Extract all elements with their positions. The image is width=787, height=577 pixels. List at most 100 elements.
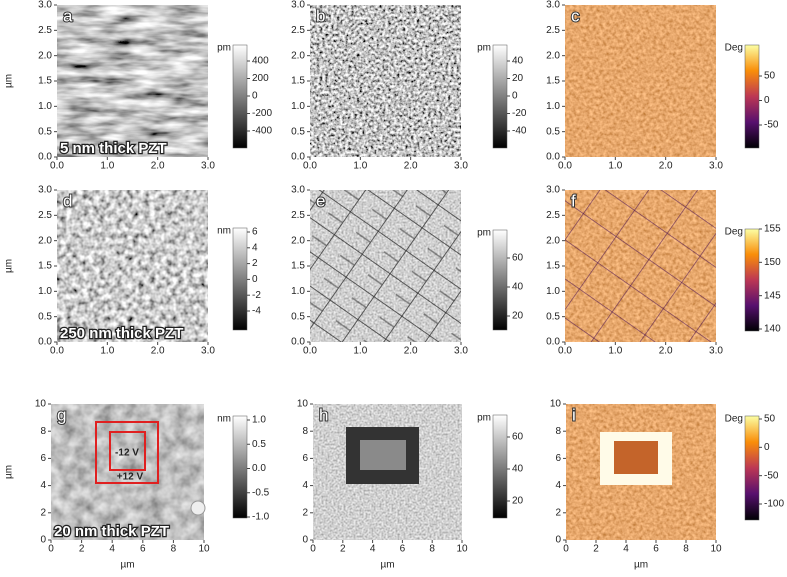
afm-image bbox=[51, 404, 204, 540]
x-tick-label: 4 bbox=[109, 544, 115, 555]
colorbar bbox=[492, 229, 508, 331]
colorbar-unit: pm bbox=[477, 228, 491, 239]
x-tick-label: 8 bbox=[683, 544, 689, 555]
y-tick-label: 2.0 bbox=[38, 235, 52, 246]
colorbar-tick-label: 145 bbox=[764, 290, 781, 301]
colorbar-tick-label: 0 bbox=[512, 91, 518, 102]
panel-letter: g bbox=[57, 405, 66, 424]
panel-letter: b bbox=[316, 6, 325, 25]
colorbar-unit: Deg bbox=[725, 414, 743, 425]
y-tick-label: 0.5 bbox=[291, 311, 305, 322]
x-tick-label: 0.0 bbox=[50, 346, 64, 357]
x-tick-label: 8 bbox=[171, 544, 177, 555]
y-tick-label: 3.0 bbox=[291, 0, 305, 11]
panel: f 0.0 1.0 2.0 3.0 0.0 0.5 1.0 1.5 2.0 2.5 3.0 Deg 155… bbox=[546, 185, 781, 357]
colorbar-tick-label: 40 bbox=[512, 464, 524, 475]
y-tick-label: 0 bbox=[302, 535, 308, 546]
y-tick-label: 1.5 bbox=[546, 76, 560, 87]
y-tick-label: 2.0 bbox=[546, 235, 560, 246]
x-tick-label: 2 bbox=[79, 544, 85, 555]
x-tick-label: 1.0 bbox=[100, 346, 114, 357]
panel-letter: h bbox=[319, 405, 328, 424]
colorbar bbox=[232, 44, 248, 149]
voltage-label: +12 V bbox=[117, 472, 144, 483]
afm-image bbox=[57, 190, 208, 342]
domain-pattern bbox=[310, 190, 461, 342]
x-tick-label: 1.0 bbox=[608, 161, 622, 172]
colorbar-tick-label: 0 bbox=[252, 91, 258, 102]
y-tick-label: 0 bbox=[40, 535, 46, 546]
y-tick-label: 6 bbox=[40, 453, 46, 464]
caption: 5 nm thick PZT bbox=[60, 140, 167, 157]
x-tick-label: 2.0 bbox=[659, 346, 673, 357]
x-tick-label: 6 bbox=[400, 544, 406, 555]
colorbar-tick-label: 60 bbox=[512, 253, 524, 264]
y-tick-label: 2.0 bbox=[291, 50, 305, 61]
y-tick-label: 0 bbox=[555, 535, 561, 546]
y-tick-label: 1.5 bbox=[291, 261, 305, 272]
x-tick-label: 10 bbox=[198, 544, 210, 555]
y-tick-label: 1.0 bbox=[38, 101, 52, 112]
colorbar-tick-label: 50 bbox=[764, 71, 776, 82]
x-tick-label: 0.0 bbox=[558, 346, 572, 357]
y-tick-label: 2 bbox=[40, 507, 46, 518]
colorbar-tick-label: 20 bbox=[512, 73, 524, 84]
afm-image bbox=[57, 5, 208, 157]
panel-letter: a bbox=[63, 6, 73, 25]
y-tick-label: 0.0 bbox=[38, 337, 52, 348]
y-tick-label: 1.0 bbox=[546, 286, 560, 297]
y-tick-label: 2 bbox=[555, 507, 561, 518]
y-tick-label: 0.0 bbox=[291, 152, 305, 163]
y-tick-label: 0.5 bbox=[38, 311, 52, 322]
x-axis-label: µm bbox=[380, 560, 394, 571]
voltage-label: -12 V bbox=[115, 448, 139, 459]
y-tick-label: 2.5 bbox=[546, 25, 560, 36]
x-tick-label: 1.0 bbox=[353, 346, 367, 357]
x-tick-label: 3.0 bbox=[709, 346, 723, 357]
colorbar-tick-label: -2 bbox=[252, 290, 261, 301]
y-tick-label: 1.0 bbox=[546, 101, 560, 112]
y-tick-label: 0.5 bbox=[546, 311, 560, 322]
x-tick-label: 3.0 bbox=[709, 161, 723, 172]
x-tick-label: 3.0 bbox=[201, 161, 215, 172]
written-region-inner bbox=[614, 441, 658, 474]
domain-pattern bbox=[565, 190, 716, 342]
y-tick-label: 3.0 bbox=[38, 185, 52, 196]
colorbar-unit: Deg bbox=[725, 43, 743, 54]
colorbar bbox=[232, 227, 248, 331]
x-tick-label: 6 bbox=[140, 544, 146, 555]
x-tick-label: 1.0 bbox=[608, 346, 622, 357]
panel: h 0 2 4 6 8 10 0 2 4 6 8 10 µm pm 60 40 20 bbox=[297, 399, 524, 571]
colorbar-unit: nm bbox=[217, 414, 231, 425]
colorbar bbox=[492, 44, 508, 149]
panel: c 0.0 1.0 2.0 3.0 0.0 0.5 1.0 1.5 2.0 2.5 3.0 Deg 50 0… bbox=[546, 0, 779, 172]
y-tick-label: 0.0 bbox=[546, 152, 560, 163]
y-tick-label: 1.5 bbox=[38, 76, 52, 87]
y-axis-label: µm bbox=[4, 74, 15, 88]
y-tick-label: 0.5 bbox=[291, 126, 305, 137]
x-tick-label: 0.0 bbox=[303, 161, 317, 172]
x-tick-label: 10 bbox=[456, 544, 468, 555]
y-tick-label: 1.0 bbox=[291, 286, 305, 297]
y-tick-label: 10 bbox=[550, 399, 562, 410]
particle bbox=[190, 500, 206, 516]
colorbar-tick-label: 400 bbox=[252, 56, 269, 67]
colorbar-tick-label: 0 bbox=[764, 442, 770, 453]
y-tick-label: 3.0 bbox=[546, 185, 560, 196]
y-tick-label: 2.5 bbox=[291, 210, 305, 221]
y-tick-label: 2 bbox=[302, 507, 308, 518]
x-tick-label: 2.0 bbox=[404, 161, 418, 172]
colorbar-tick-label: -50 bbox=[764, 120, 779, 131]
colorbar-tick-label: -50 bbox=[764, 470, 779, 481]
y-tick-label: 2.0 bbox=[546, 50, 560, 61]
caption: 250 nm thick PZT bbox=[60, 325, 183, 342]
colorbar-tick-label: 0 bbox=[252, 274, 258, 285]
panel: b 0.0 1.0 2.0 3.0 0.0 0.5 1.0 1.5 2.0 2.5 3.0 pm 40 20… bbox=[291, 0, 527, 172]
panel: d 250 nm thick PZT 0.0 1.0 2.0 3.0 0.0 0.5 1.0 1.… bbox=[4, 185, 262, 357]
y-tick-label: 0.5 bbox=[38, 126, 52, 137]
y-tick-label: 6 bbox=[302, 453, 308, 464]
colorbar-tick-label: 200 bbox=[252, 73, 269, 84]
x-tick-label: 3.0 bbox=[454, 161, 468, 172]
panel: i 0 2 4 6 8 10 0 2 4 6 8 10 µm Deg 50 0 -50 -100 bbox=[550, 399, 785, 571]
x-axis-label: µm bbox=[634, 560, 648, 571]
